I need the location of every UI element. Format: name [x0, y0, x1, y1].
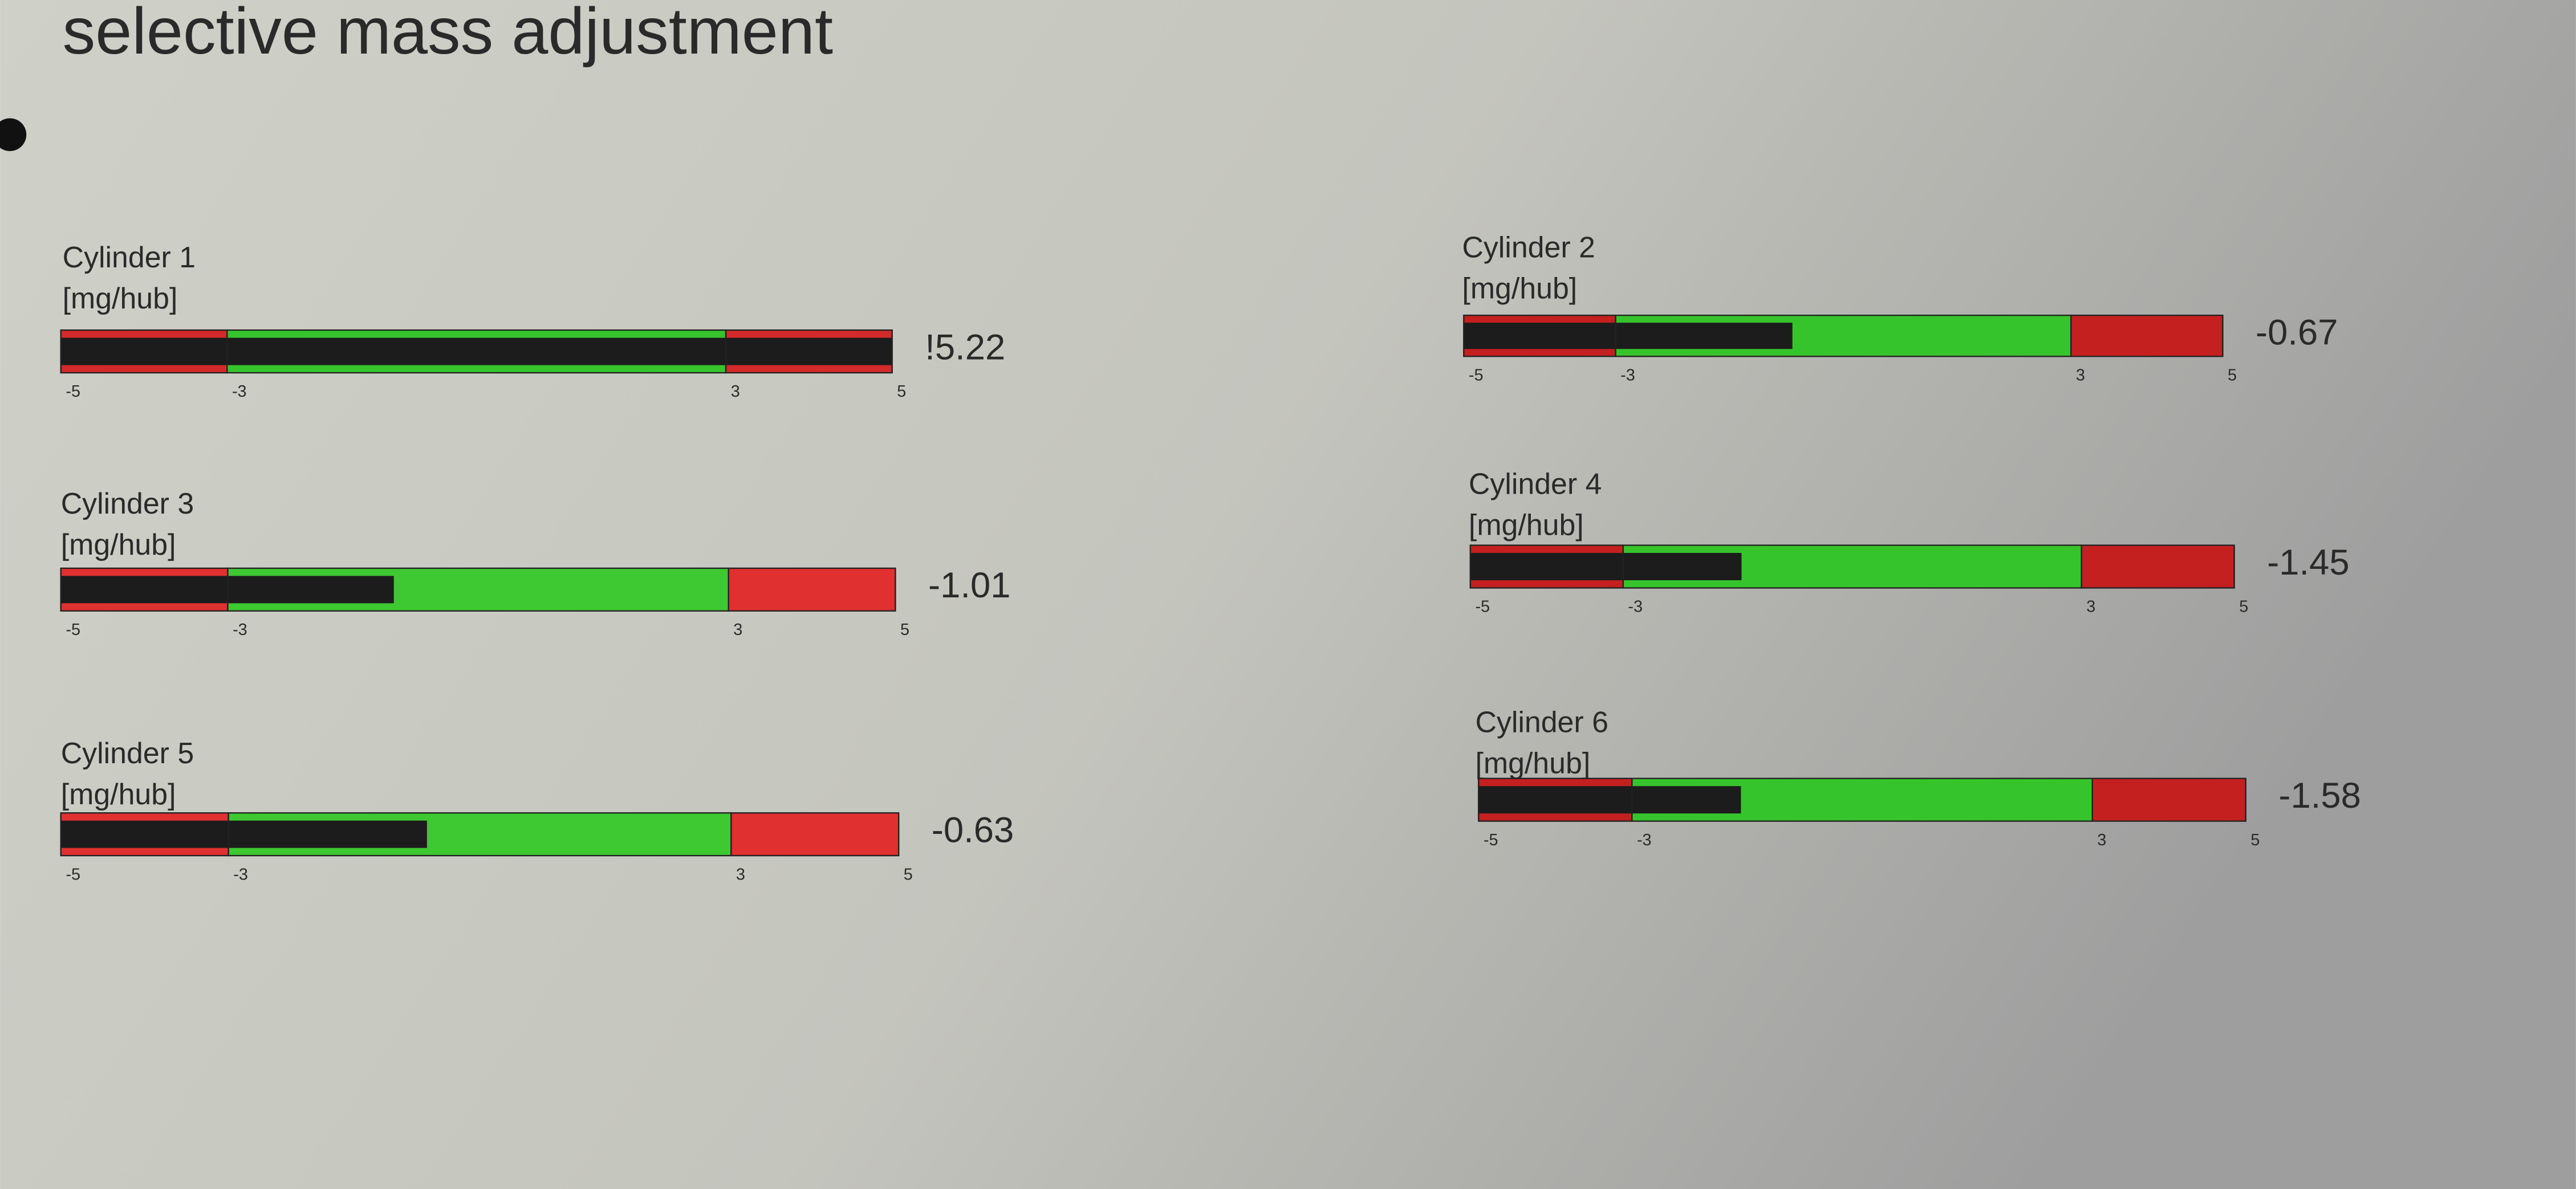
gauge-tick-label: -3 [233, 621, 247, 639]
gauge-label: Cylinder 1 [63, 241, 196, 274]
gauge-unit: [mg/hub] [1469, 508, 1584, 541]
gauge-unit: [mg/hub] [61, 528, 176, 561]
gauge-value-bar [60, 337, 892, 365]
gauge-tick-label: -5 [1469, 366, 1484, 384]
gauge-tick-label: -5 [66, 621, 80, 639]
gauge-value-bar [1470, 553, 1742, 580]
gauge-tick-label: -5 [1484, 831, 1498, 849]
gauge-value: -0.63 [932, 811, 1014, 850]
gauge-tick-label: 3 [2086, 598, 2095, 616]
gauge-zone [728, 567, 896, 612]
gauge-tick-label: 5 [2228, 366, 2237, 384]
gauge-tick-label: 5 [897, 382, 906, 401]
gauge-tick-label: -3 [1620, 366, 1635, 384]
gauge-tick-label: 5 [900, 621, 909, 639]
gauge-tick-label: -3 [232, 382, 247, 401]
gauge-value-bar [1478, 786, 1741, 814]
gauge-tick-label: 3 [736, 865, 745, 883]
gauge-tick-label: 3 [2097, 831, 2106, 849]
gauge: Cylinder 2 [mg/hub] -5 -3 3 5 -0.67 [1462, 231, 2338, 385]
gauge-label: Cylinder 3 [61, 487, 194, 520]
gauge-tick-label: 5 [904, 865, 913, 883]
gauge-label: Cylinder 2 [1462, 231, 1595, 264]
indicator-dot [0, 118, 27, 152]
gauge: Cylinder 3 [mg/hub] -5 -3 3 5 -1.01 [60, 487, 1010, 639]
gauge-value: -1.01 [928, 565, 1010, 605]
gauge: Cylinder 6 [mg/hub] -5 -3 3 5 -1.58 [1475, 705, 2360, 849]
gauge-tick-label: 5 [2250, 831, 2260, 849]
gauge-label: Cylinder 5 [61, 736, 194, 769]
gauge-value: -1.58 [2278, 776, 2360, 816]
gauge-zone [2070, 315, 2224, 357]
gauge-unit: [mg/hub] [1462, 272, 1577, 305]
gauge: Cylinder 1 [mg/hub] -5 -3 3 5 !5.22 [60, 241, 1005, 401]
gauge-tick-label: -5 [1475, 598, 1490, 616]
gauge-zone [730, 812, 900, 857]
gauge-value: -0.67 [2256, 313, 2338, 353]
gauge-tick-label: 3 [733, 621, 742, 639]
gauge-label: Cylinder 4 [1469, 467, 1602, 500]
gauge-tick-label: -5 [66, 382, 80, 401]
page-title: selective mass adjustment [63, 0, 833, 68]
gauge-value-bar [1464, 323, 1793, 349]
gauge-label: Cylinder 6 [1475, 705, 1608, 738]
gauge-tick-label: 3 [2076, 366, 2085, 384]
gauge-tick-label: -3 [1628, 598, 1643, 616]
gauge-unit: [mg/hub] [63, 282, 178, 315]
gauge-tick-label: 3 [731, 382, 740, 401]
gauge-panel: Cylinder 1 [mg/hub] -5 -3 3 5 !5.22 Cylinder 2 [… [60, 231, 2361, 883]
gauge-value: -1.45 [2267, 543, 2349, 583]
gauge-zone [2091, 777, 2246, 822]
gauge-tick-label: -3 [1637, 831, 1652, 849]
gauge-unit: [mg/hub] [1475, 746, 1590, 779]
gauge-value: !5.22 [925, 327, 1005, 367]
gauge-unit: [mg/hub] [61, 777, 176, 811]
gauge-zone [2081, 544, 2235, 589]
gauge-tick-label: -5 [66, 865, 80, 883]
gauge-tick-label: -3 [233, 865, 248, 883]
gauge-tick-label: 5 [2239, 598, 2248, 616]
gauge: Cylinder 4 [mg/hub] -5 -3 3 5 -1.45 [1469, 467, 2350, 616]
gauge: Cylinder 5 [mg/hub] -5 -3 3 5 -0.63 [60, 736, 1014, 883]
gauge-value-bar [60, 820, 427, 848]
